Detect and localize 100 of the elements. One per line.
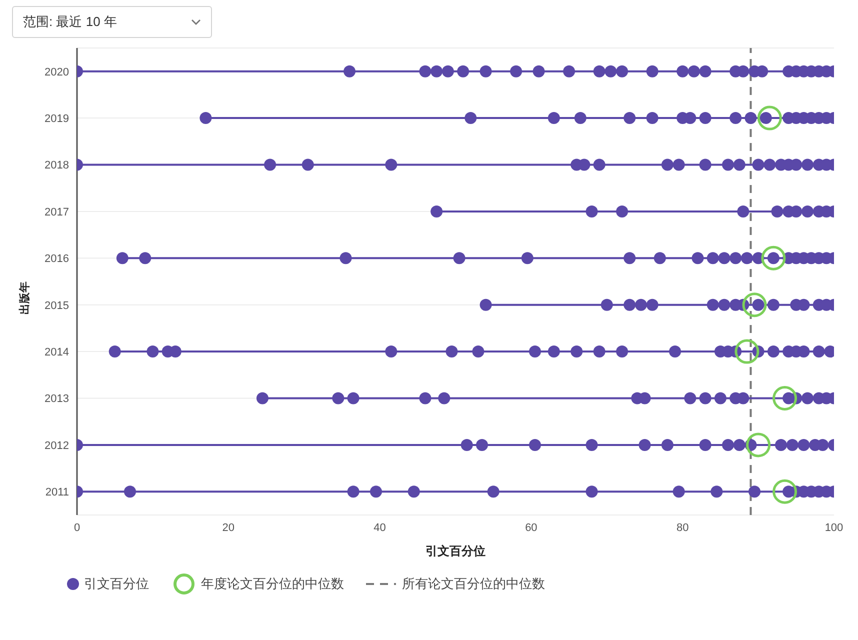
x-tick-label: 60 [525, 522, 538, 534]
point [676, 65, 689, 78]
point [688, 65, 700, 78]
legend-label: 所有论文百分位的中位数 [402, 575, 545, 593]
text: 范围: 最近 10 年 [23, 13, 117, 31]
x-tick-label: 20 [222, 522, 235, 534]
point [624, 298, 636, 311]
point [752, 158, 764, 171]
point [419, 65, 432, 78]
point [604, 65, 617, 78]
point [722, 158, 734, 171]
point [586, 205, 598, 218]
y-tick-label: 2016 [44, 253, 69, 266]
point [646, 298, 658, 311]
point [764, 158, 776, 171]
point [570, 346, 583, 358]
point [453, 252, 466, 264]
point [699, 438, 712, 451]
point [616, 205, 628, 218]
point [624, 252, 636, 264]
point [385, 346, 398, 358]
point [798, 438, 810, 451]
point [746, 432, 771, 458]
point [370, 486, 382, 498]
point [593, 346, 606, 358]
point [772, 479, 798, 504]
point [480, 298, 492, 311]
point [802, 158, 814, 171]
point [646, 65, 658, 78]
point [344, 65, 356, 78]
point [734, 339, 760, 364]
point [438, 392, 450, 404]
point [786, 438, 798, 451]
point [684, 392, 696, 404]
point [699, 65, 712, 78]
point [264, 158, 276, 171]
point [616, 65, 628, 78]
x-axis-title: 引文百分位 [426, 544, 486, 558]
point [600, 298, 613, 311]
point [624, 112, 636, 124]
point [256, 392, 268, 404]
point [332, 392, 344, 404]
point [672, 158, 685, 171]
y-tick-label: 2015 [44, 300, 69, 312]
x-tick-label: 100 [824, 522, 844, 534]
point [347, 486, 360, 498]
point [616, 346, 628, 358]
point [661, 438, 674, 451]
point [548, 346, 560, 358]
x-tick-label: 80 [676, 522, 689, 534]
y-tick-label: 2018 [44, 160, 69, 172]
point [532, 65, 545, 78]
point [710, 486, 723, 498]
point [528, 346, 541, 358]
point [654, 252, 666, 264]
point [442, 65, 454, 78]
point [699, 158, 712, 171]
point [593, 65, 606, 78]
point [661, 158, 674, 171]
point [706, 252, 719, 264]
point [116, 252, 128, 264]
y-tick-label: 2012 [44, 440, 69, 452]
point [548, 112, 560, 124]
y-tick-label: 2019 [44, 112, 69, 125]
point [464, 112, 477, 124]
point [772, 386, 798, 410]
x-tick-label: 40 [374, 522, 386, 534]
point [586, 438, 598, 451]
point [574, 112, 586, 124]
point [340, 252, 352, 264]
point [767, 346, 780, 358]
point [139, 252, 152, 264]
point [521, 252, 534, 264]
point [487, 486, 500, 498]
point [733, 158, 746, 171]
y-tick-label: 2020 [44, 66, 69, 78]
point [460, 438, 473, 451]
point [692, 252, 704, 264]
point [714, 392, 726, 404]
point [730, 252, 742, 264]
point [480, 65, 492, 78]
point [146, 346, 159, 358]
point [408, 486, 420, 498]
point [744, 112, 757, 124]
point [472, 346, 484, 358]
point [430, 65, 443, 78]
point [802, 392, 814, 404]
point [767, 298, 780, 311]
point [586, 486, 598, 498]
point [775, 438, 788, 451]
point [385, 158, 398, 171]
point [646, 112, 658, 124]
y-tick-label: 2017 [44, 206, 69, 218]
point [419, 392, 432, 404]
point [528, 438, 541, 451]
point [718, 252, 730, 264]
point [740, 252, 753, 264]
point [737, 205, 750, 218]
point [771, 205, 784, 218]
y-tick-label: 2011 [45, 486, 69, 499]
